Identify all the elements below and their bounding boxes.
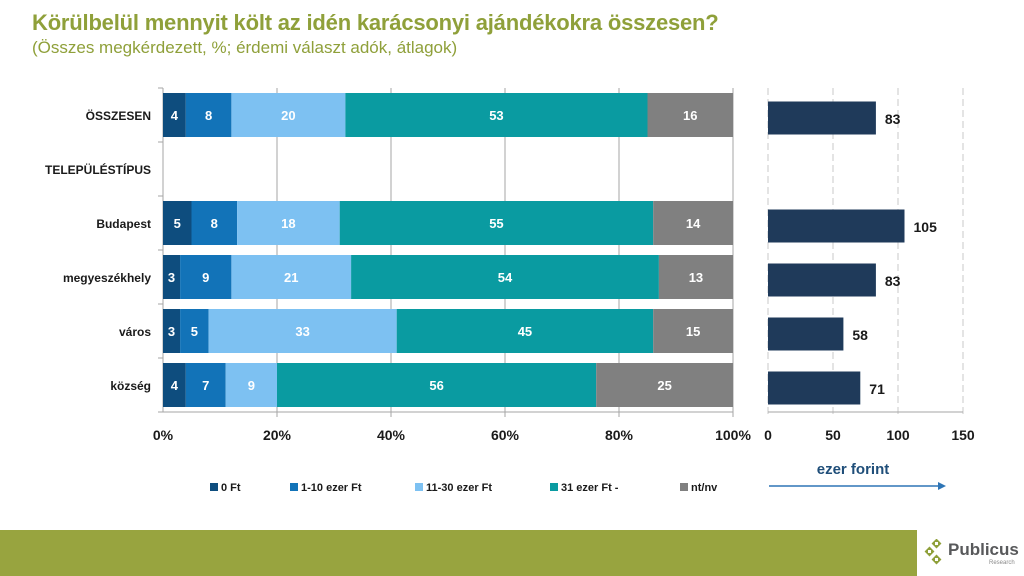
data-label: 3 bbox=[168, 270, 175, 285]
x-tick-label: 150 bbox=[951, 427, 975, 443]
legend-label: 11-30 ezer Ft bbox=[426, 482, 492, 494]
bar-segment bbox=[231, 93, 346, 137]
data-label: 83 bbox=[885, 111, 901, 127]
data-label: 25 bbox=[657, 378, 671, 393]
data-label: 5 bbox=[174, 216, 181, 231]
legend-label: 1-10 ezer Ft bbox=[301, 482, 362, 494]
footer-band bbox=[0, 530, 917, 576]
legend-swatch bbox=[415, 483, 423, 491]
bar-segment bbox=[351, 255, 659, 299]
data-label: 21 bbox=[284, 270, 298, 285]
bar-segment bbox=[163, 363, 186, 407]
legend-swatch bbox=[210, 483, 218, 491]
bar-segment bbox=[185, 93, 232, 137]
chart-title: Körülbelül mennyit költ az idén karácson… bbox=[32, 10, 719, 35]
logo-diamond-icon bbox=[924, 539, 942, 565]
arrow-right-icon bbox=[938, 482, 946, 490]
bar bbox=[768, 209, 905, 243]
data-label: 53 bbox=[489, 108, 503, 123]
data-label: 105 bbox=[914, 219, 938, 235]
x-tick-label: 40% bbox=[377, 427, 406, 443]
x-tick-label: 50 bbox=[825, 427, 841, 443]
category-label: TELEPÜLÉSTÍPUS bbox=[45, 162, 151, 177]
bar-segment bbox=[653, 309, 733, 353]
x-tick-label: 60% bbox=[491, 427, 520, 443]
x-tick-label: 20% bbox=[263, 427, 292, 443]
bar bbox=[768, 371, 861, 405]
category-label: Budapest bbox=[96, 217, 151, 231]
bar-segment bbox=[647, 93, 733, 137]
bar-segment bbox=[163, 309, 181, 353]
bar-segment bbox=[237, 201, 340, 245]
bar-segment bbox=[339, 201, 654, 245]
bar-segment bbox=[208, 309, 397, 353]
data-label: 4 bbox=[171, 108, 179, 123]
data-label: 15 bbox=[686, 324, 700, 339]
x-tick-label: 100 bbox=[886, 427, 910, 443]
bar-segment bbox=[163, 255, 181, 299]
bar-segment bbox=[180, 255, 232, 299]
data-label: 20 bbox=[281, 108, 295, 123]
legend-swatch bbox=[680, 483, 688, 491]
data-label: 18 bbox=[281, 216, 295, 231]
publicus-logo: Publicus Research bbox=[917, 530, 1024, 576]
data-label: 9 bbox=[202, 270, 209, 285]
data-label: 9 bbox=[248, 378, 255, 393]
category-label: község bbox=[110, 379, 151, 393]
category-label: megyeszékhely bbox=[63, 271, 151, 285]
bar-segment bbox=[180, 309, 209, 353]
bar-segment bbox=[163, 201, 192, 245]
legend-label: 31 ezer Ft - bbox=[561, 482, 619, 494]
chart-subtitle: (Összes megkérdezett, %; érdemi választ … bbox=[32, 38, 458, 57]
x-tick-label: 0% bbox=[153, 427, 174, 443]
x-tick-label: 80% bbox=[605, 427, 634, 443]
data-label: 5 bbox=[191, 324, 198, 339]
logo-subtitle: Research bbox=[989, 560, 1015, 566]
legend-label: 0 Ft bbox=[221, 482, 241, 494]
data-label: 33 bbox=[295, 324, 309, 339]
bar-segment bbox=[185, 363, 226, 407]
data-label: 58 bbox=[852, 327, 868, 343]
bar-segment bbox=[163, 93, 186, 137]
data-label: 16 bbox=[683, 108, 697, 123]
data-label: 14 bbox=[686, 216, 701, 231]
bar-segment bbox=[191, 201, 238, 245]
data-label: 45 bbox=[518, 324, 532, 339]
bar-segment bbox=[658, 255, 733, 299]
bar-segment bbox=[596, 363, 733, 407]
data-label: 7 bbox=[202, 378, 209, 393]
bar bbox=[768, 263, 876, 297]
logo-name: Publicus bbox=[948, 540, 1019, 559]
bar-segment bbox=[396, 309, 654, 353]
data-label: 13 bbox=[689, 270, 703, 285]
legend-swatch bbox=[550, 483, 558, 491]
x-axis-title: ezer forint bbox=[817, 461, 890, 478]
data-label: 4 bbox=[171, 378, 179, 393]
data-label: 55 bbox=[489, 216, 503, 231]
bar-segment bbox=[345, 93, 648, 137]
category-label: ÖSSZESEN bbox=[86, 108, 151, 123]
x-tick-label: 100% bbox=[715, 427, 751, 443]
data-label: 56 bbox=[429, 378, 443, 393]
legend-label: nt/nv bbox=[691, 482, 718, 494]
bar bbox=[768, 317, 844, 351]
legend-swatch bbox=[290, 483, 298, 491]
x-tick-label: 0 bbox=[764, 427, 772, 443]
data-label: 83 bbox=[885, 273, 901, 289]
data-label: 54 bbox=[498, 270, 513, 285]
bar-segment bbox=[231, 255, 352, 299]
data-label: 71 bbox=[869, 381, 885, 397]
bar-segment bbox=[653, 201, 733, 245]
category-label: város bbox=[119, 325, 151, 339]
bar-segment bbox=[277, 363, 597, 407]
data-label: 8 bbox=[205, 108, 212, 123]
data-label: 8 bbox=[211, 216, 218, 231]
bar-segment bbox=[225, 363, 277, 407]
bar bbox=[768, 101, 876, 135]
data-label: 3 bbox=[168, 324, 175, 339]
